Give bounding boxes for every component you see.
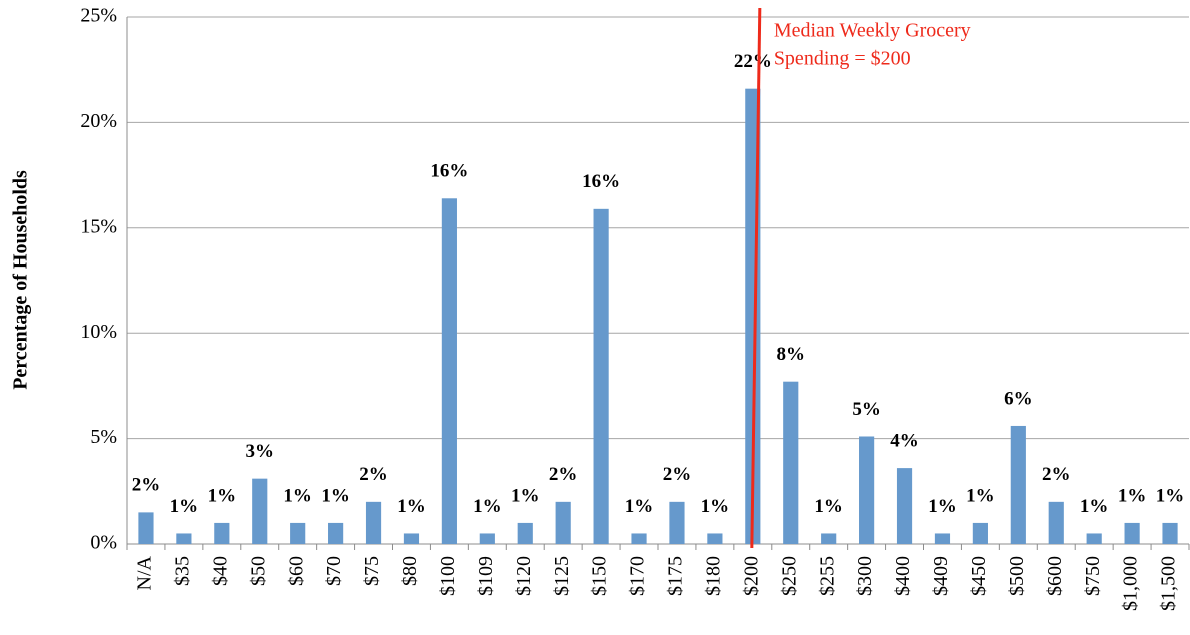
data-label: 2% — [1042, 464, 1071, 485]
bar — [365, 501, 382, 544]
data-label: 2% — [549, 464, 578, 485]
x-tick-label: $250 — [778, 556, 800, 596]
data-label: 1% — [966, 485, 995, 506]
bar — [783, 381, 799, 544]
bar — [1124, 522, 1140, 544]
x-tick-label: $1,000 — [1120, 556, 1142, 611]
bar — [479, 533, 495, 544]
data-label: 4% — [890, 430, 919, 451]
data-label: 1% — [473, 496, 502, 517]
bar — [328, 522, 344, 544]
x-tick-label: $300 — [854, 556, 876, 596]
x-tick-label: $255 — [816, 556, 838, 596]
bar — [707, 533, 723, 544]
y-tick-label: 25% — [80, 5, 117, 27]
bar — [290, 522, 306, 544]
data-label: 1% — [814, 496, 843, 517]
data-label: 5% — [852, 399, 881, 420]
data-label: 1% — [170, 496, 199, 517]
data-label: 1% — [701, 496, 730, 517]
x-tick-label: $40 — [209, 556, 231, 586]
data-label: 2% — [663, 464, 692, 485]
data-label: 1% — [321, 485, 350, 506]
x-tick-label: $170 — [627, 556, 649, 596]
data-label: 1% — [625, 496, 654, 517]
bar — [252, 478, 268, 544]
data-label: 3% — [246, 441, 275, 462]
x-tick-label: $125 — [551, 556, 573, 596]
data-label: 8% — [777, 344, 806, 365]
bar — [1162, 522, 1178, 544]
x-tick-label: $109 — [475, 556, 497, 596]
x-tick-label: $500 — [1006, 556, 1028, 596]
bar — [138, 512, 154, 544]
bar — [441, 198, 457, 544]
y-tick-label: 20% — [80, 110, 117, 132]
data-label: 1% — [283, 485, 312, 506]
data-label: 16% — [582, 171, 620, 192]
x-tick-label: $175 — [665, 556, 687, 596]
bar — [821, 533, 837, 544]
x-tick-label: $1,500 — [1158, 556, 1180, 611]
x-tick-label: $750 — [1082, 556, 1104, 596]
x-tick-label: $60 — [285, 556, 307, 586]
bar — [555, 501, 571, 544]
y-tick-label: 0% — [90, 532, 117, 554]
x-tick-label: $400 — [892, 556, 914, 596]
x-tick-label: $75 — [361, 556, 383, 586]
y-tick-label: 5% — [90, 426, 117, 448]
bar — [896, 468, 913, 544]
x-tick-label: $150 — [589, 556, 611, 596]
bar — [403, 533, 420, 544]
x-tick-label: $409 — [930, 556, 952, 596]
x-tick-label: $450 — [968, 556, 990, 596]
x-tick-label: $180 — [702, 556, 724, 596]
y-tick-label: 15% — [80, 215, 117, 237]
bar — [517, 522, 533, 544]
bar — [593, 208, 609, 544]
data-label: 1% — [1118, 485, 1147, 506]
data-label: 22% — [734, 51, 772, 72]
data-label: 1% — [511, 485, 540, 506]
y-tick-label: 10% — [80, 321, 117, 343]
bar — [214, 522, 230, 544]
data-label: 6% — [1004, 388, 1033, 409]
x-tick-label: $120 — [513, 556, 535, 596]
data-label: 16% — [430, 161, 468, 182]
bar — [176, 533, 192, 544]
data-label: 1% — [928, 496, 957, 517]
bar — [859, 436, 875, 544]
x-tick-label: $50 — [247, 556, 269, 586]
data-label: 1% — [397, 496, 426, 517]
annotation: Median Weekly Grocery — [774, 20, 971, 42]
bar — [1048, 501, 1064, 544]
y-axis-title: Percentage of Households — [10, 170, 32, 390]
x-tick-label: $200 — [740, 556, 762, 596]
data-label: 1% — [1080, 496, 1109, 517]
x-tick-label: $100 — [437, 556, 459, 596]
bar — [972, 522, 988, 544]
x-tick-label: N/A — [134, 555, 156, 590]
data-label: 2% — [359, 464, 388, 485]
x-tick-label: $600 — [1044, 556, 1066, 596]
x-tick-label: $35 — [171, 556, 193, 586]
x-tick-label: $80 — [399, 556, 421, 586]
bar — [1086, 533, 1102, 544]
bar — [631, 533, 647, 544]
data-label: 2% — [132, 475, 161, 496]
data-label: 1% — [208, 485, 237, 506]
data-label: 1% — [1156, 485, 1185, 506]
bar — [934, 533, 951, 544]
bar — [1010, 425, 1026, 544]
annotation: Spending = $200 — [774, 48, 911, 70]
median-line — [750, 7, 762, 549]
x-tick-label: $70 — [323, 556, 345, 586]
bar — [669, 501, 685, 544]
